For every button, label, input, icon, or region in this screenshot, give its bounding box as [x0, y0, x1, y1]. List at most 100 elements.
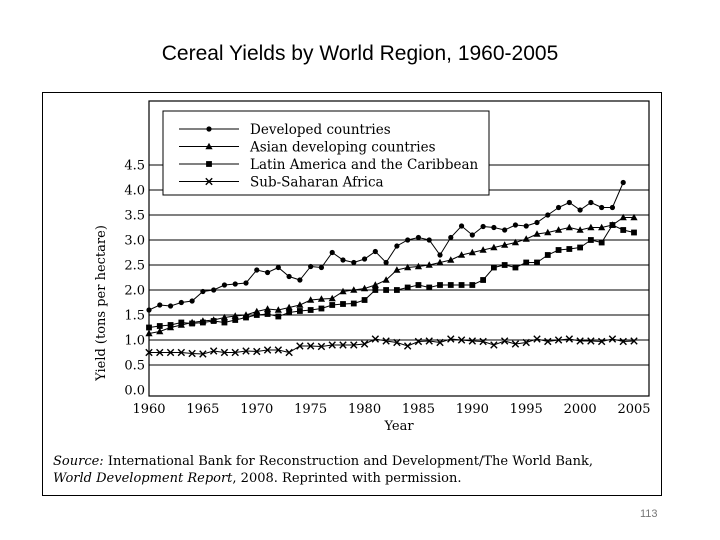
- data-point-developed-countries: [512, 222, 519, 228]
- data-point-sub-saharan-africa: [306, 342, 315, 350]
- data-point-developed-countries: [211, 287, 217, 293]
- data-point-sub-saharan-africa: [188, 349, 196, 358]
- y-tick-label: 4.5: [124, 159, 145, 174]
- data-point-asian-developing-countries: [307, 296, 315, 303]
- data-point-asian-developing-countries: [490, 243, 498, 251]
- data-point-developed-countries: [146, 307, 152, 313]
- data-point-asian-developing-countries: [274, 306, 282, 313]
- data-point-latin-america-and-the-caribbean: [631, 229, 637, 236]
- data-point-sub-saharan-africa: [597, 337, 606, 346]
- data-point-latin-america-and-the-caribbean: [447, 282, 454, 288]
- data-point-asian-developing-countries: [565, 223, 573, 231]
- data-point-asian-developing-countries: [328, 294, 336, 302]
- data-point-sub-saharan-africa: [554, 336, 563, 344]
- data-point-developed-countries: [599, 204, 605, 211]
- data-point-asian-developing-countries: [317, 295, 326, 302]
- data-point-sub-saharan-africa: [253, 347, 261, 356]
- data-point-latin-america-and-the-caribbean: [534, 259, 540, 266]
- data-point-latin-america-and-the-caribbean: [253, 312, 260, 318]
- data-point-developed-countries: [458, 223, 465, 229]
- data-point-asian-developing-countries: [576, 226, 584, 233]
- x-tick-label: 2000: [564, 402, 597, 417]
- data-point-sub-saharan-africa: [242, 347, 250, 355]
- data-point-asian-developing-countries: [468, 248, 476, 256]
- legend-marker-sub-saharan-africa: [205, 177, 213, 186]
- x-tick-label: 1985: [402, 402, 435, 417]
- data-point-sub-saharan-africa: [382, 337, 390, 345]
- x-tick-label: 1975: [294, 402, 327, 417]
- data-point-asian-developing-countries: [630, 213, 638, 221]
- data-point-sub-saharan-africa: [328, 341, 336, 349]
- data-point-asian-developing-countries: [414, 262, 423, 270]
- data-point-latin-america-and-the-caribbean: [146, 324, 152, 331]
- data-point-developed-countries: [620, 179, 626, 186]
- data-point-asian-developing-countries: [554, 226, 563, 233]
- data-point-sub-saharan-africa: [274, 346, 283, 354]
- x-tick-label: 1965: [186, 402, 219, 417]
- data-point-developed-countries: [308, 263, 314, 270]
- data-point-sub-saharan-africa: [403, 342, 412, 350]
- data-point-developed-countries: [566, 199, 572, 206]
- data-point-sub-saharan-africa: [447, 335, 455, 343]
- y-tick-label: 0.5: [124, 359, 145, 374]
- series-line-latin-america-and-the-caribbean: [148, 224, 635, 328]
- legend-marker-asian-developing-countries: [205, 142, 213, 150]
- data-point-developed-countries: [394, 243, 400, 249]
- y-tick-label: 4.0: [124, 184, 145, 199]
- data-point-latin-america-and-the-caribbean: [566, 246, 573, 252]
- data-point-latin-america-and-the-caribbean: [361, 297, 368, 303]
- data-point-developed-countries: [243, 280, 249, 286]
- data-point-latin-america-and-the-caribbean: [393, 287, 400, 293]
- data-point-developed-countries: [297, 277, 303, 283]
- x-tick-label: 2005: [617, 402, 650, 417]
- data-point-developed-countries: [491, 224, 497, 231]
- data-point-asian-developing-countries: [393, 266, 401, 273]
- data-point-developed-countries: [523, 223, 529, 229]
- data-point-latin-america-and-the-caribbean: [156, 323, 163, 329]
- data-point-latin-america-and-the-caribbean: [490, 264, 497, 271]
- data-point-sub-saharan-africa: [177, 348, 186, 357]
- legend-marker-developed-countries: [206, 126, 212, 132]
- data-point-asian-developing-countries: [404, 263, 412, 271]
- data-point-latin-america-and-the-caribbean: [329, 302, 336, 308]
- data-point-asian-developing-countries: [339, 287, 347, 295]
- data-point-sub-saharan-africa: [285, 348, 293, 357]
- y-tick-label: 3.0: [124, 234, 145, 249]
- data-point-developed-countries: [555, 204, 562, 211]
- data-point-sub-saharan-africa: [608, 335, 617, 343]
- data-point-sub-saharan-africa: [371, 335, 380, 343]
- data-point-latin-america-and-the-caribbean: [415, 282, 422, 288]
- data-point-latin-america-and-the-caribbean: [598, 239, 605, 246]
- source-note: Source: International Bank for Reconstru…: [53, 453, 653, 487]
- source-text-line2: , 2008. Reprinted with permission.: [232, 471, 462, 486]
- data-point-sub-saharan-africa: [166, 348, 175, 357]
- data-point-sub-saharan-africa: [576, 337, 584, 345]
- data-point-sub-saharan-africa: [490, 341, 498, 349]
- data-point-asian-developing-countries: [511, 238, 520, 246]
- y-tick-label: 2.0: [124, 284, 145, 299]
- data-point-asian-developing-countries: [220, 313, 229, 321]
- data-point-asian-developing-countries: [296, 301, 304, 308]
- page-number: 113: [640, 508, 658, 520]
- data-point-sub-saharan-africa: [479, 337, 487, 346]
- data-point-developed-countries: [588, 199, 594, 206]
- series-line-asian-developing-countries: [148, 217, 634, 334]
- data-point-sub-saharan-africa: [457, 336, 466, 344]
- data-point-latin-america-and-the-caribbean: [512, 264, 519, 271]
- data-point-latin-america-and-the-caribbean: [620, 227, 627, 233]
- data-point-developed-countries: [264, 269, 271, 276]
- data-point-sub-saharan-africa: [565, 335, 574, 343]
- y-tick-label: 2.5: [124, 259, 145, 274]
- data-point-asian-developing-countries: [447, 256, 455, 263]
- data-point-developed-countries: [318, 264, 325, 271]
- data-point-developed-countries: [480, 223, 486, 230]
- data-point-developed-countries: [340, 257, 346, 263]
- slide-title: Cereal Yields by World Region, 1960-2005: [161, 42, 559, 65]
- data-point-sub-saharan-africa: [209, 347, 218, 355]
- source-label: Source:: [53, 454, 104, 469]
- data-point-asian-developing-countries: [479, 246, 487, 253]
- data-point-latin-america-and-the-caribbean: [221, 319, 228, 326]
- data-point-developed-countries: [372, 248, 378, 255]
- data-point-sub-saharan-africa: [511, 340, 520, 348]
- data-point-developed-countries: [351, 259, 357, 266]
